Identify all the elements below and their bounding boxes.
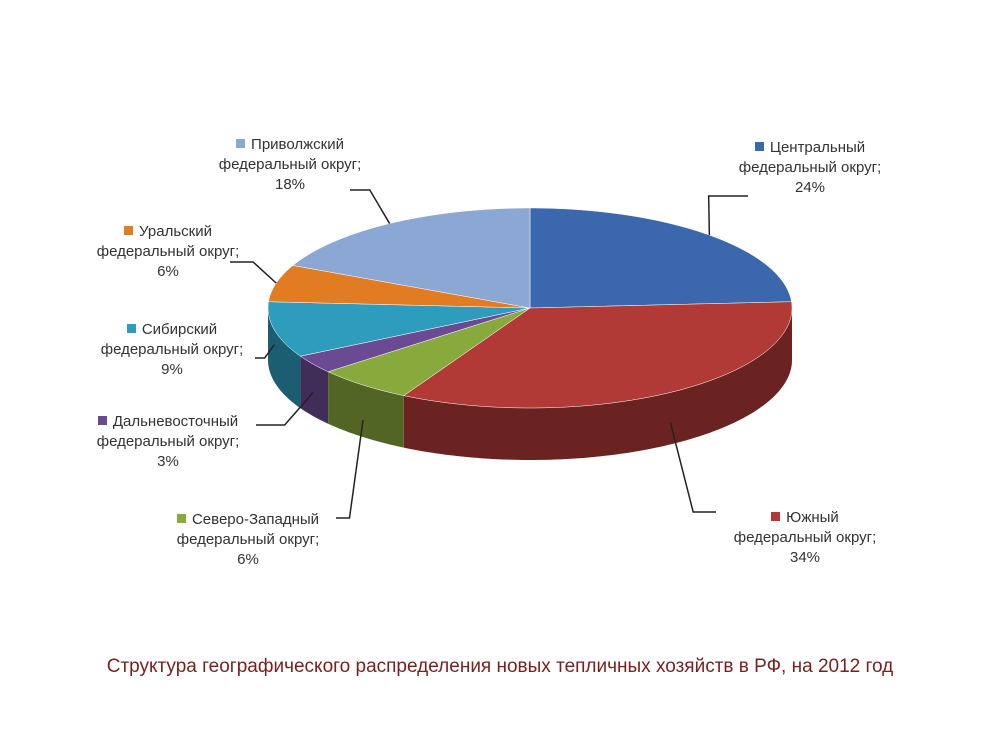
leader-line [707,195,748,236]
slice-side [300,356,329,424]
leader-line [350,189,391,224]
leader-line [336,419,364,519]
data-label: Сибирский федеральный округ; 9% [97,320,247,380]
slice-side [328,371,404,448]
data-label: Уральский федеральный округ; 6% [93,222,243,282]
chart-title: Структура географического распределения … [106,656,894,677]
label-text: Дальневосточный федеральный округ; 3% [96,413,240,470]
slice-side [403,308,792,460]
slice [299,307,531,373]
label-marker [771,512,781,521]
leader-line [255,344,275,359]
data-label: Центральный федеральный округ; 24% [735,138,885,198]
label-text: Уральский федеральный округ; 6% [96,223,240,280]
label-marker [126,324,136,333]
label-marker [236,139,246,148]
label-text: Центральный федеральный округ; 24% [738,139,882,196]
label-text: Сибирский федеральный округ; 9% [100,321,244,378]
slice [268,265,531,309]
label-marker [124,226,134,235]
label-text: Приволжский федеральный округ; 18% [218,136,362,193]
label-text: Северо-Западный федеральный округ; 6% [176,511,320,568]
label-text: Южный федеральный округ; 34% [733,509,877,566]
slice [327,307,531,396]
leader-line [669,422,716,513]
label-marker [754,142,764,151]
data-label: Дальневосточный федеральный округ; 3% [93,412,243,472]
label-marker [97,416,107,425]
leader-line [230,261,277,284]
data-label: Северо-Западный федеральный округ; 6% [173,510,323,570]
data-label: Приволжский федеральный округ; 18% [215,135,365,195]
slice [292,207,531,309]
slice [267,301,531,357]
slice [529,207,792,309]
label-marker [176,514,186,523]
data-label: Южный федеральный округ; 34% [730,508,880,568]
leader-line [256,391,314,426]
